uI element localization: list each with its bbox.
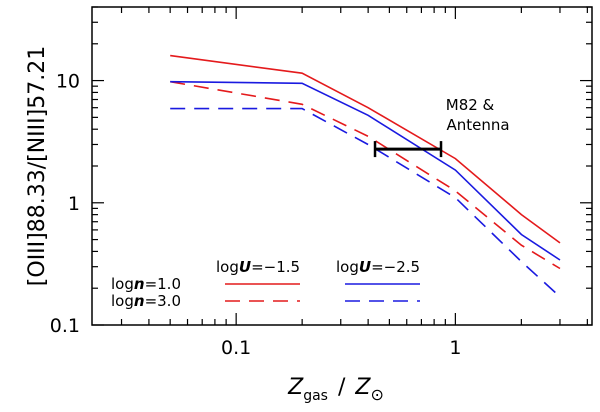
legend: logU=−1.5 logU=−2.5 logn=1.0 logn=3.0 bbox=[111, 258, 420, 310]
y-tick-label: 10 bbox=[56, 71, 80, 93]
range-marker bbox=[373, 141, 443, 158]
series-lines bbox=[170, 54, 561, 298]
x-tick-label: 0.1 bbox=[221, 337, 251, 359]
y-tick-label: 1 bbox=[68, 193, 80, 215]
tick-labels: 0.1 1 0.1 1 10 bbox=[50, 71, 462, 359]
y-tick-label: 0.1 bbox=[50, 315, 80, 337]
legend-row2-label: logn=3.0 bbox=[111, 292, 181, 310]
x-axis-title: Zgas / Z⊙ bbox=[287, 375, 384, 404]
series-line-4 bbox=[170, 107, 561, 298]
annotation-line1: M82 & bbox=[446, 96, 495, 114]
series-line-3 bbox=[170, 80, 561, 261]
series-line-2 bbox=[170, 80, 561, 270]
legend-row1-label: logn=1.0 bbox=[111, 275, 181, 293]
legend-col1-header: logU=−1.5 bbox=[216, 258, 300, 276]
x-tick-label: 1 bbox=[449, 337, 461, 359]
annotation-line2: Antenna bbox=[446, 116, 509, 134]
series-line-1 bbox=[170, 54, 561, 244]
y-axis-title: [OIII]88.33/[NIII]57.21 bbox=[25, 46, 50, 286]
legend-col2-header: logU=−2.5 bbox=[336, 258, 420, 276]
tick-marks bbox=[92, 6, 592, 326]
